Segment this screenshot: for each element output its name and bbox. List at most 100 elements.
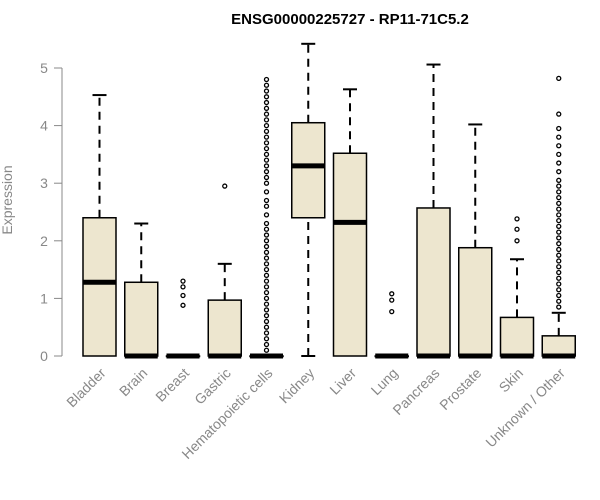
- outlier-point: [263, 266, 270, 273]
- box-unknown-other: [541, 75, 576, 359]
- outlier-point: [263, 82, 270, 88]
- box-skin: [499, 216, 535, 359]
- x-tick-label: Skin: [496, 365, 527, 396]
- outlier-point: [263, 238, 270, 244]
- box-breast: [165, 278, 201, 359]
- box-body: [207, 299, 242, 357]
- outlier-point: [263, 140, 270, 146]
- outlier-point: [556, 269, 562, 276]
- y-axis-label: Expression: [0, 165, 15, 234]
- y-tick-label: 0: [40, 348, 48, 364]
- outlier-point: [263, 330, 270, 336]
- outlier-point: [556, 212, 562, 218]
- outlier-point: [263, 232, 270, 238]
- outlier-point: [263, 226, 270, 232]
- y-tick-label: 1: [40, 290, 48, 306]
- outlier-point: [263, 203, 270, 209]
- x-tick-label: Breast: [152, 365, 192, 405]
- outlier-point: [263, 289, 270, 296]
- outlier-point: [263, 341, 270, 348]
- outlier-point: [556, 252, 562, 258]
- outlier-point: [556, 206, 562, 212]
- outlier-point: [263, 261, 270, 267]
- x-tick-label: Brain: [116, 365, 150, 399]
- outlier-point: [556, 292, 562, 299]
- outlier-point: [263, 307, 270, 313]
- outlier-point: [514, 226, 520, 232]
- box-body: [499, 316, 535, 357]
- outlier-point: [556, 287, 562, 293]
- outlier-point: [263, 336, 270, 342]
- outlier-point: [556, 223, 562, 230]
- outlier-point: [180, 284, 186, 290]
- outlier-point: [263, 255, 270, 261]
- outlier-point: [180, 292, 186, 299]
- outlier-point: [263, 278, 270, 284]
- box-liver: [332, 88, 368, 357]
- outlier-point: [556, 183, 562, 189]
- outlier-point: [556, 151, 562, 158]
- box-body: [291, 121, 326, 219]
- outlier-point: [263, 212, 270, 218]
- outlier-point: [556, 246, 562, 253]
- outlier-point: [389, 297, 395, 303]
- outlier-point: [263, 94, 270, 100]
- outlier-point: [556, 217, 562, 224]
- box-gastric: [207, 183, 242, 359]
- box-kidney: [291, 42, 326, 357]
- outlier-point: [263, 272, 270, 279]
- box-body: [82, 217, 117, 357]
- outlier-point: [514, 216, 520, 222]
- outlier-point: [263, 180, 270, 186]
- x-tick-label: Prostate: [436, 365, 484, 413]
- outlier-point: [263, 134, 270, 140]
- y-tick-label: 2: [40, 233, 48, 249]
- outlier-point: [263, 151, 270, 158]
- outlier-point: [556, 241, 562, 247]
- outlier-point: [389, 291, 395, 297]
- outlier-point: [556, 75, 562, 82]
- outlier-point: [389, 308, 395, 315]
- outlier-point: [556, 134, 562, 140]
- box-bladder: [82, 94, 117, 357]
- box-body: [458, 246, 493, 357]
- outlier-point: [180, 278, 186, 284]
- box-hematopoietic-cells: [249, 76, 284, 359]
- outlier-point: [263, 117, 270, 123]
- outlier-point: [263, 284, 270, 290]
- outlier-point: [263, 174, 270, 181]
- outlier-point: [263, 145, 270, 152]
- outlier-point: [263, 169, 270, 175]
- outlier-point: [263, 122, 270, 129]
- outlier-point: [556, 275, 562, 281]
- box-body: [416, 207, 451, 357]
- outlier-point: [263, 301, 270, 307]
- outlier-point: [514, 238, 520, 244]
- outlier-point: [556, 304, 562, 310]
- outlier-point: [263, 111, 270, 117]
- box-brain: [124, 222, 159, 359]
- y-tick-label: 3: [40, 175, 48, 191]
- outlier-point: [263, 347, 270, 353]
- x-tick-label: Bladder: [63, 365, 109, 411]
- boxes-group: [82, 42, 576, 359]
- outlier-point: [263, 313, 270, 319]
- box-body: [332, 152, 368, 357]
- y-tick-label: 4: [40, 118, 48, 134]
- outlier-point: [263, 220, 270, 227]
- box-pancreas: [416, 63, 451, 359]
- outlier-point: [556, 298, 562, 304]
- box-body: [541, 335, 576, 357]
- outlier-point: [556, 160, 562, 166]
- outlier-point: [556, 111, 562, 117]
- outlier-point: [263, 76, 270, 83]
- outlier-point: [263, 324, 270, 330]
- box-body: [124, 281, 159, 357]
- outlier-point: [263, 189, 270, 195]
- outlier-point: [263, 128, 270, 135]
- x-tick-label: Lung: [368, 365, 401, 398]
- outlier-point: [263, 318, 270, 325]
- chart-title: ENSG00000225727 - RP11-71C5.2: [231, 11, 469, 28]
